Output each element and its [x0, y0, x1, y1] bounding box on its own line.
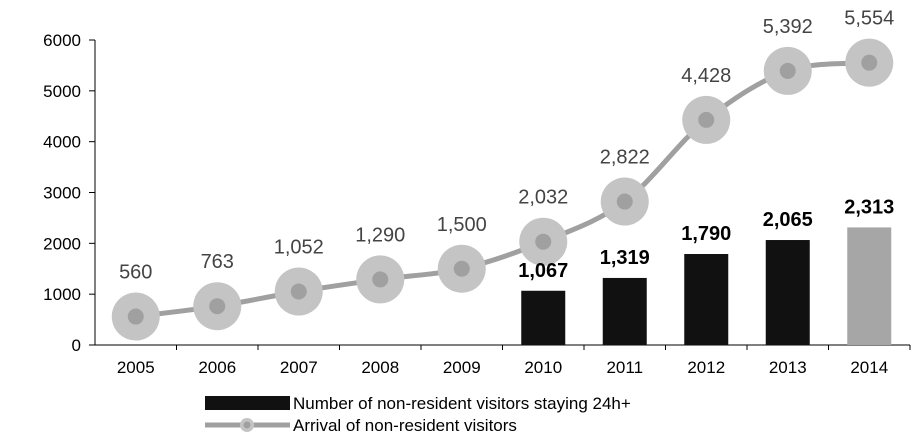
- line-value-label: 763: [201, 251, 234, 273]
- line-point: [453, 260, 470, 277]
- y-tick-label: 3000: [43, 184, 81, 203]
- axes: 0 1000 2000 3000 4000 5000 6000 2005 2006 2007 200…: [43, 31, 911, 377]
- line-point: [861, 54, 878, 71]
- line-value-label: 5,554: [844, 8, 894, 30]
- y-tick-label: 4000: [43, 133, 81, 152]
- bar: [602, 277, 647, 345]
- line-point: [209, 298, 226, 315]
- data-labels: 1,067 1,319 1,790 2,065 2,313 560 763 1,052 1,29…: [119, 8, 894, 284]
- line-value-label: 5,392: [763, 16, 813, 38]
- line-point: [535, 233, 552, 250]
- x-tick-label: 2011: [606, 358, 643, 377]
- bar-value-label: 1,319: [600, 247, 650, 269]
- legend-line-label: Arrival of non-resident visitors: [293, 416, 517, 435]
- x-tick-label: 2012: [687, 358, 725, 377]
- bar: [684, 254, 729, 345]
- line-point: [290, 283, 307, 300]
- line-value-label: 2,822: [600, 147, 650, 169]
- bar-value-label: 2,313: [844, 196, 894, 218]
- y-tick-label: 6000: [43, 31, 81, 50]
- line-path: [135, 60, 870, 320]
- line-point: [779, 62, 796, 79]
- line-point: [616, 193, 633, 210]
- line-value-label: 560: [119, 262, 152, 284]
- line-value-label: 1,052: [274, 237, 324, 259]
- y-tick-label: 0: [72, 336, 81, 355]
- bar-value-label: 2,065: [763, 209, 813, 231]
- bar: [521, 290, 566, 345]
- x-tick-label: 2013: [769, 358, 807, 377]
- line-point: [698, 111, 715, 128]
- line-value-label: 1,290: [355, 224, 405, 246]
- bar-series: [521, 227, 892, 345]
- legend: Number of non-resident visitors staying …: [205, 394, 631, 435]
- line-series: [111, 38, 894, 341]
- x-tick-label: 2008: [361, 358, 399, 377]
- bar-value-label: 1,790: [681, 223, 731, 245]
- legend-bar-label: Number of non-resident visitors staying …: [293, 394, 631, 413]
- x-tick-label: 2010: [524, 358, 562, 377]
- bar: [847, 227, 892, 345]
- line-value-label: 2,032: [518, 187, 568, 209]
- bar: [765, 240, 810, 345]
- line-point: [372, 271, 389, 288]
- x-tick-label: 2005: [117, 358, 155, 377]
- y-tick-label: 5000: [43, 82, 81, 101]
- x-tick-label: 2014: [850, 358, 888, 377]
- bar-value-label: 1,067: [518, 260, 568, 282]
- legend-line-marker-core: [243, 421, 251, 429]
- y-tick-label: 1000: [43, 285, 81, 304]
- legend-bar-swatch: [205, 396, 290, 410]
- line-point: [127, 308, 144, 325]
- x-tick-label: 2006: [198, 358, 236, 377]
- y-tick-label: 2000: [43, 234, 81, 253]
- line-value-label: 4,428: [681, 65, 731, 87]
- x-tick-label: 2009: [443, 358, 481, 377]
- x-tick-label: 2007: [280, 358, 318, 377]
- line-value-label: 1,500: [437, 214, 487, 236]
